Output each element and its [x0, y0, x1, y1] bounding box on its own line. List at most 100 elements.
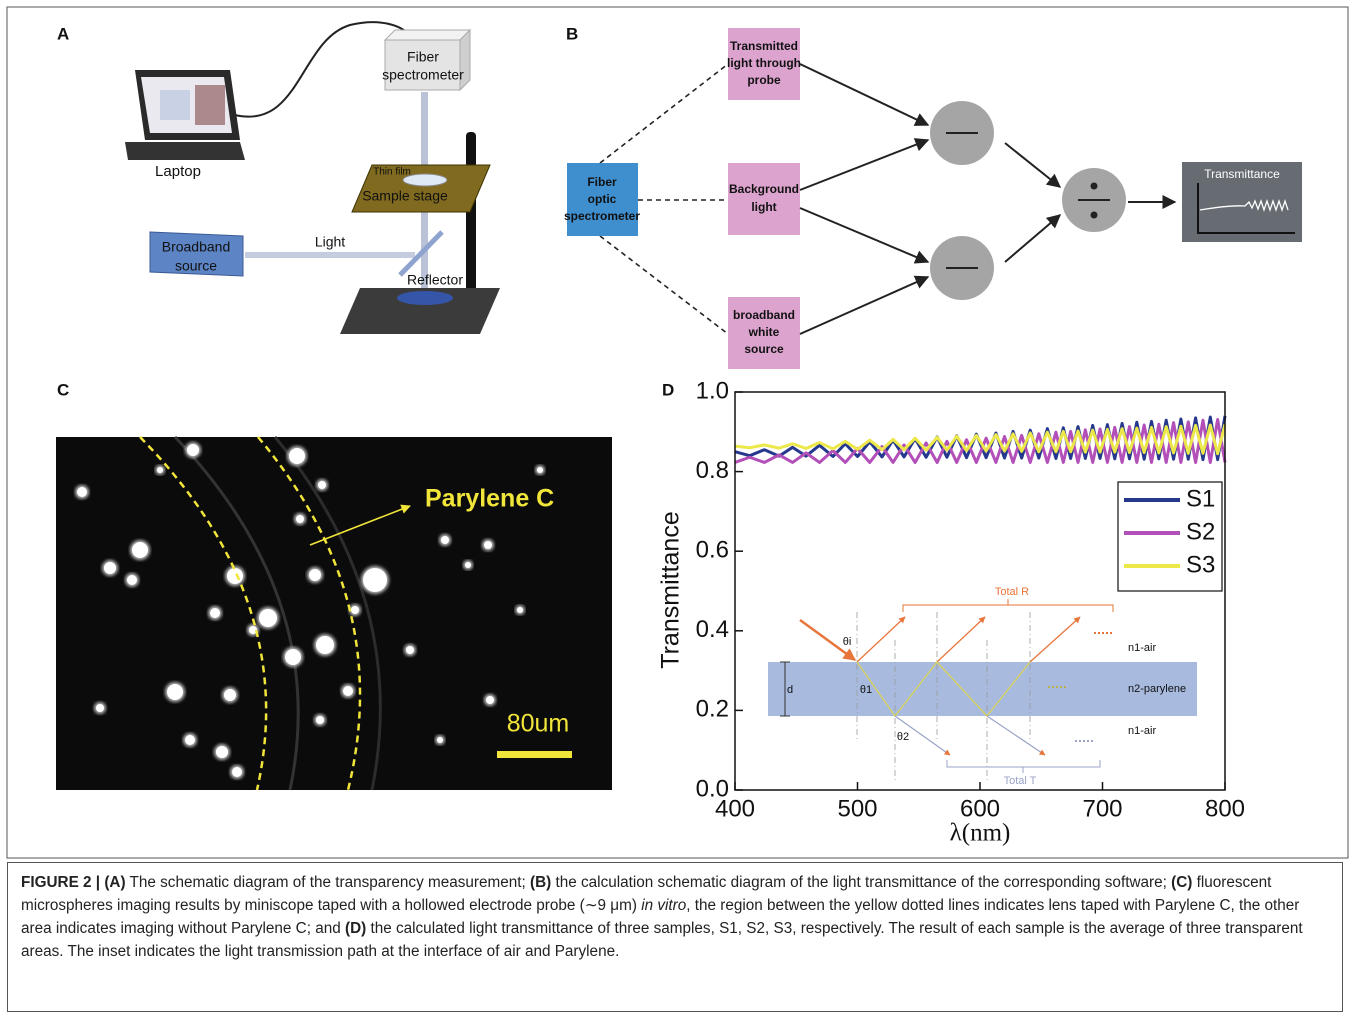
- microsphere: [285, 649, 301, 665]
- y-tick-label: 0.4: [696, 616, 729, 643]
- y-tick-label: 0.6: [696, 537, 729, 564]
- shape: [160, 90, 190, 120]
- microsphere: [227, 568, 243, 584]
- laptop-label: Laptop: [155, 163, 201, 180]
- inset-label: Total R: [995, 586, 1029, 598]
- microsphere: [363, 568, 387, 592]
- y-tick-label: 0.2: [696, 696, 729, 723]
- inset-label: θ2: [897, 731, 909, 743]
- source-label: Broadband: [162, 239, 231, 255]
- panel-label: A: [57, 24, 69, 43]
- thin-film-label: Thin film: [373, 167, 411, 178]
- inset-label: n2-parylene: [1128, 683, 1186, 695]
- caption-bold: (B): [530, 874, 551, 891]
- node-label: optic: [588, 192, 617, 206]
- microsphere: [437, 737, 443, 743]
- shape: [497, 751, 572, 758]
- shape: [1030, 617, 1080, 662]
- caption: FIGURE 2 | (A) The schematic diagram of …: [7, 862, 1343, 1012]
- microsphere: [316, 716, 324, 724]
- shape: [903, 599, 1113, 612]
- shape: [600, 236, 728, 334]
- panel-d: Total R θi θ1 θ2 d n1-air n2-parylene n1…: [657, 377, 1245, 846]
- light-label: Light: [315, 234, 345, 250]
- microsphere: [232, 767, 242, 777]
- microsphere: [210, 608, 220, 618]
- microsphere: [343, 686, 353, 696]
- microsphere: [296, 515, 304, 523]
- microsphere: [96, 704, 104, 712]
- series-line: [735, 424, 1225, 453]
- microsphere: [77, 487, 87, 497]
- output-label: Transmittance: [1204, 167, 1280, 181]
- node-label: Fiber: [587, 175, 617, 189]
- shape: [125, 142, 245, 160]
- x-tick-label: 800: [1205, 795, 1245, 822]
- x-tick-label: 500: [837, 795, 877, 822]
- caption-bold: (C): [1171, 874, 1192, 891]
- shape: [800, 64, 928, 125]
- microsphere: [216, 746, 228, 758]
- microsphere: [224, 689, 236, 701]
- figure: A B C D Laptop Fiber spectrometer Thin f…: [0, 0, 1357, 860]
- node-label: light through: [727, 56, 801, 70]
- microsphere: [132, 542, 148, 558]
- x-tick-label: 400: [715, 795, 755, 822]
- panel-b: Fiber optic spectrometer Transmitted lig…: [564, 28, 1302, 369]
- panel-a: Laptop Fiber spectrometer Thin film Samp…: [125, 22, 500, 334]
- panel-label: D: [662, 380, 674, 399]
- microsphere: [127, 575, 137, 585]
- microsphere: [318, 481, 326, 489]
- source-label: source: [175, 258, 217, 274]
- shape: [1005, 215, 1060, 262]
- x-tick-label: 600: [960, 795, 1000, 822]
- shape: [947, 760, 1100, 773]
- caption-bold: FIGURE 2 | (A): [21, 874, 126, 891]
- legend-label: S1: [1186, 485, 1215, 512]
- x-axis-label: λ(nm): [950, 820, 1011, 847]
- inset-label: n1-air: [1128, 725, 1156, 737]
- shape: [800, 208, 928, 262]
- microsphere: [167, 684, 183, 700]
- panel-label: B: [566, 24, 578, 43]
- microsphere: [157, 467, 163, 473]
- node-label: spectrometer: [564, 209, 640, 223]
- legend-label: S3: [1186, 551, 1215, 578]
- shape: [937, 617, 985, 662]
- inset-label: θ1: [860, 684, 872, 696]
- parylene-label: Parylene C: [425, 485, 554, 513]
- shape: [245, 252, 415, 258]
- node-label: Background: [729, 182, 799, 196]
- shape: [466, 132, 476, 304]
- microsphere: [537, 467, 543, 473]
- microsphere: [351, 606, 359, 614]
- shape: [857, 617, 905, 662]
- microsphere: [441, 536, 449, 544]
- microsphere: [316, 636, 334, 654]
- spectrometer-label: spectrometer: [382, 67, 464, 83]
- panel-label: C: [57, 380, 69, 399]
- node-label: broadband: [733, 308, 795, 322]
- y-axis-label: Transmittance: [657, 511, 685, 668]
- inset: Total R θi θ1 θ2 d n1-air n2-parylene n1…: [768, 586, 1197, 787]
- group: [895, 716, 1045, 755]
- panel-c: Parylene C 80um: [56, 437, 612, 790]
- x-tick-label: 700: [1082, 795, 1122, 822]
- scale-bar-label: 80um: [507, 710, 570, 738]
- microsphere: [309, 569, 321, 581]
- microsphere: [259, 609, 277, 627]
- shape: [800, 140, 928, 190]
- microsphere: [484, 541, 492, 549]
- node-label: white: [748, 325, 780, 339]
- node-label: light: [751, 200, 776, 214]
- shape: [195, 85, 225, 125]
- reflector-label: Reflector: [407, 272, 463, 288]
- group: [857, 617, 1080, 662]
- microsphere: [104, 562, 116, 574]
- shape: [397, 291, 453, 305]
- y-tick-label: 0.8: [696, 457, 729, 484]
- shape: [600, 64, 728, 163]
- shape: [728, 163, 800, 235]
- microsphere: [185, 735, 195, 745]
